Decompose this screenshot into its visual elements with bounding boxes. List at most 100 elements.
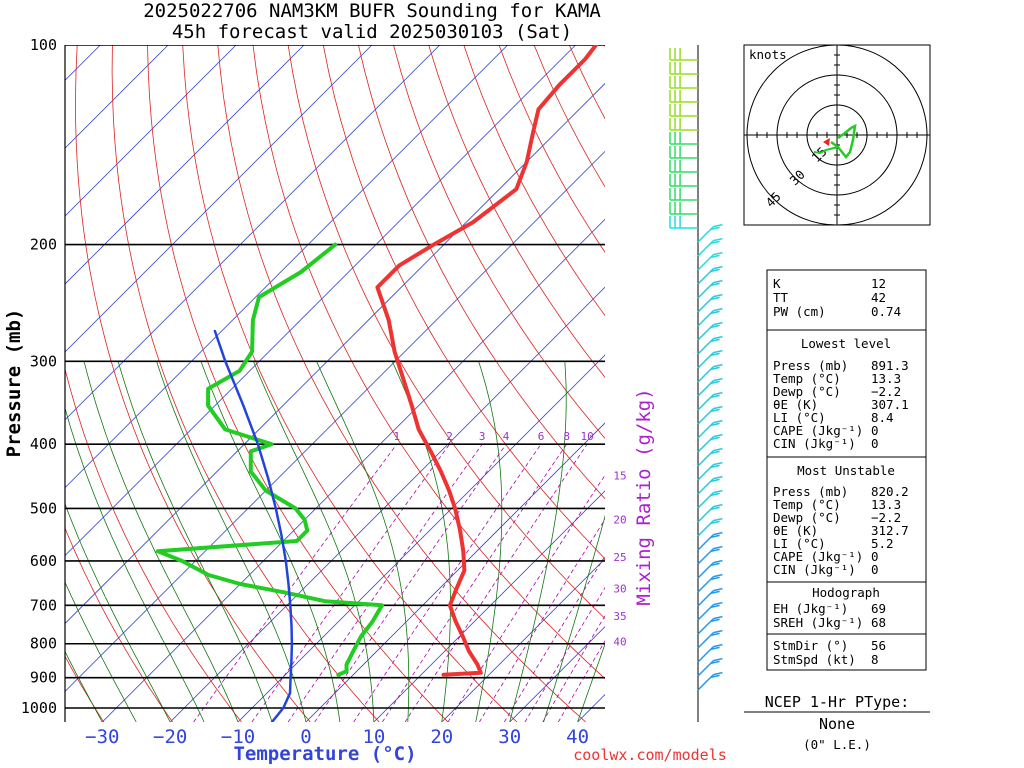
- wind-barb-flag: [713, 293, 723, 298]
- most-unstable-heading: Most Unstable: [797, 463, 895, 478]
- index-label: Dewp (°C): [773, 384, 841, 399]
- mixing-ratio-line: [314, 443, 507, 722]
- wind-barb-flag: [710, 674, 720, 679]
- index-label: StmSpd (kt): [773, 652, 856, 667]
- wind-barb-flag: [713, 601, 723, 606]
- index-label: Press (mb): [773, 358, 848, 373]
- dry-adiabat-line: [393, 45, 605, 440]
- mixing-ratio-label: 35: [613, 610, 626, 623]
- pressure-tick-label: 200: [30, 236, 57, 254]
- wind-barb-flag: [713, 475, 723, 480]
- wind-barb-flag: [713, 321, 723, 326]
- wind-barb-flag: [710, 520, 720, 525]
- index-label: CIN (Jkg⁻¹): [773, 436, 856, 451]
- mixing-ratio-label: 2: [446, 430, 453, 443]
- mixing-ratio-line: [353, 443, 542, 722]
- temperature-tick-label: 30: [498, 726, 521, 748]
- moist-adiabat-line: [65, 502, 171, 722]
- wind-barb-flag: [713, 671, 723, 676]
- dry-adiabat-line: [182, 45, 518, 722]
- wind-barb-flag: [713, 419, 723, 424]
- index-value: 0: [871, 436, 879, 451]
- pressure-tick-labels: 1000 900 800 700 600 500 400 300 200 100: [21, 36, 57, 717]
- wind-barb-flag: [713, 559, 723, 564]
- pressure-tick-label: 100: [30, 36, 57, 54]
- temperature-tick-label: −20: [153, 726, 187, 748]
- wind-barb-flag: [710, 422, 720, 427]
- ptype-panel: NCEP 1-Hr PType: None (0" L.E.): [744, 693, 930, 752]
- wind-barb-flag: [713, 223, 723, 228]
- wind-barb-flag: [710, 450, 720, 455]
- moist-adiabat-line: [200, 361, 341, 722]
- wind-barb-flag: [710, 282, 720, 287]
- wind-barb-flag: [713, 237, 723, 242]
- index-value: 8: [871, 652, 879, 667]
- ptype-title: NCEP 1-Hr PType:: [765, 693, 910, 711]
- mixing-ratio-label: 10: [580, 430, 593, 443]
- chart-subtitle: 45h forecast valid 2025030103 (Sat): [172, 21, 572, 43]
- index-value: 13.3: [871, 497, 901, 512]
- dry-adiabat-line: [65, 527, 173, 722]
- wind-barb-flag: [710, 604, 720, 609]
- mixing-ratio-label: 30: [613, 582, 626, 595]
- temperature-tick-label: −10: [221, 726, 255, 748]
- wind-barb-flag: [710, 506, 720, 511]
- wind-barb-flag: [710, 226, 720, 231]
- wind-barb-flag: [713, 447, 723, 452]
- mixing-ratio-label: 1: [393, 430, 400, 443]
- wind-barb-flag: [713, 377, 723, 382]
- moist-adiabat-line: [475, 361, 503, 722]
- wind-barb-flag: [710, 436, 720, 441]
- wind-barb-flag: [713, 545, 723, 550]
- hodograph-trace-upper: [813, 146, 839, 155]
- wind-barb-flag: [710, 548, 720, 553]
- wind-barb-flag: [713, 587, 723, 592]
- mixing-ratio-line: [557, 640, 605, 722]
- mixing-ratio-label: 40: [613, 636, 626, 649]
- y-axis-title: Pressure (mb): [3, 309, 25, 458]
- index-label: K: [773, 276, 781, 291]
- wind-barb-flag: [710, 324, 720, 329]
- index-value: 69: [871, 601, 886, 616]
- index-label: LI (°C): [773, 536, 826, 551]
- mixing-ratio-line: [251, 443, 450, 722]
- wind-barbs: [669, 48, 723, 691]
- wind-barb-flag: [713, 335, 723, 340]
- wind-barb-flag: [713, 657, 723, 662]
- wind-barb-flag: [710, 478, 720, 483]
- site-credit: coolwx.com/models: [573, 746, 727, 764]
- storm-motion-marker: [823, 138, 830, 146]
- wind-barb-flag: [710, 492, 720, 497]
- index-value: 8.4: [871, 410, 894, 425]
- index-value: 5.2: [871, 536, 894, 551]
- index-label: Dewp (°C): [773, 510, 841, 525]
- wind-barb-flag: [713, 279, 723, 284]
- lowest-level-heading: Lowest level: [801, 336, 891, 351]
- index-label: StmDir (°): [773, 638, 848, 653]
- temperature-tick-label: 40: [566, 726, 589, 748]
- wind-barb-flag: [710, 240, 720, 245]
- isotherm-line: [65, 45, 441, 421]
- indices-frame: [766, 269, 927, 671]
- wind-barb-flag: [710, 296, 720, 301]
- index-label: PW (cm): [773, 304, 826, 319]
- index-label: CIN (Jkg⁻¹): [773, 562, 856, 577]
- index-label: TT: [773, 290, 789, 305]
- moist-adiabat-line: [543, 514, 605, 722]
- dry-adiabat-line: [252, 45, 605, 680]
- mixing-ratio-labels: 1 2 3 4 6 8 10 15 20 25 30 35 40: [393, 430, 626, 649]
- dry-adiabat-line: [65, 367, 242, 722]
- pressure-tick-label: 700: [30, 596, 57, 614]
- index-value: −2.2: [871, 384, 901, 399]
- dry-adiabat-line: [65, 655, 105, 722]
- wind-barb-flag: [710, 632, 720, 637]
- series-parcel: [213, 329, 294, 722]
- wind-barb-flag: [713, 503, 723, 508]
- isobar-lines: [65, 45, 605, 709]
- profile-series: [155, 45, 598, 722]
- index-value: 307.1: [871, 397, 909, 412]
- hodograph: knots 15 30 45: [743, 44, 931, 226]
- ptype-value: None: [819, 715, 855, 733]
- dry-adiabat-line: [428, 45, 605, 379]
